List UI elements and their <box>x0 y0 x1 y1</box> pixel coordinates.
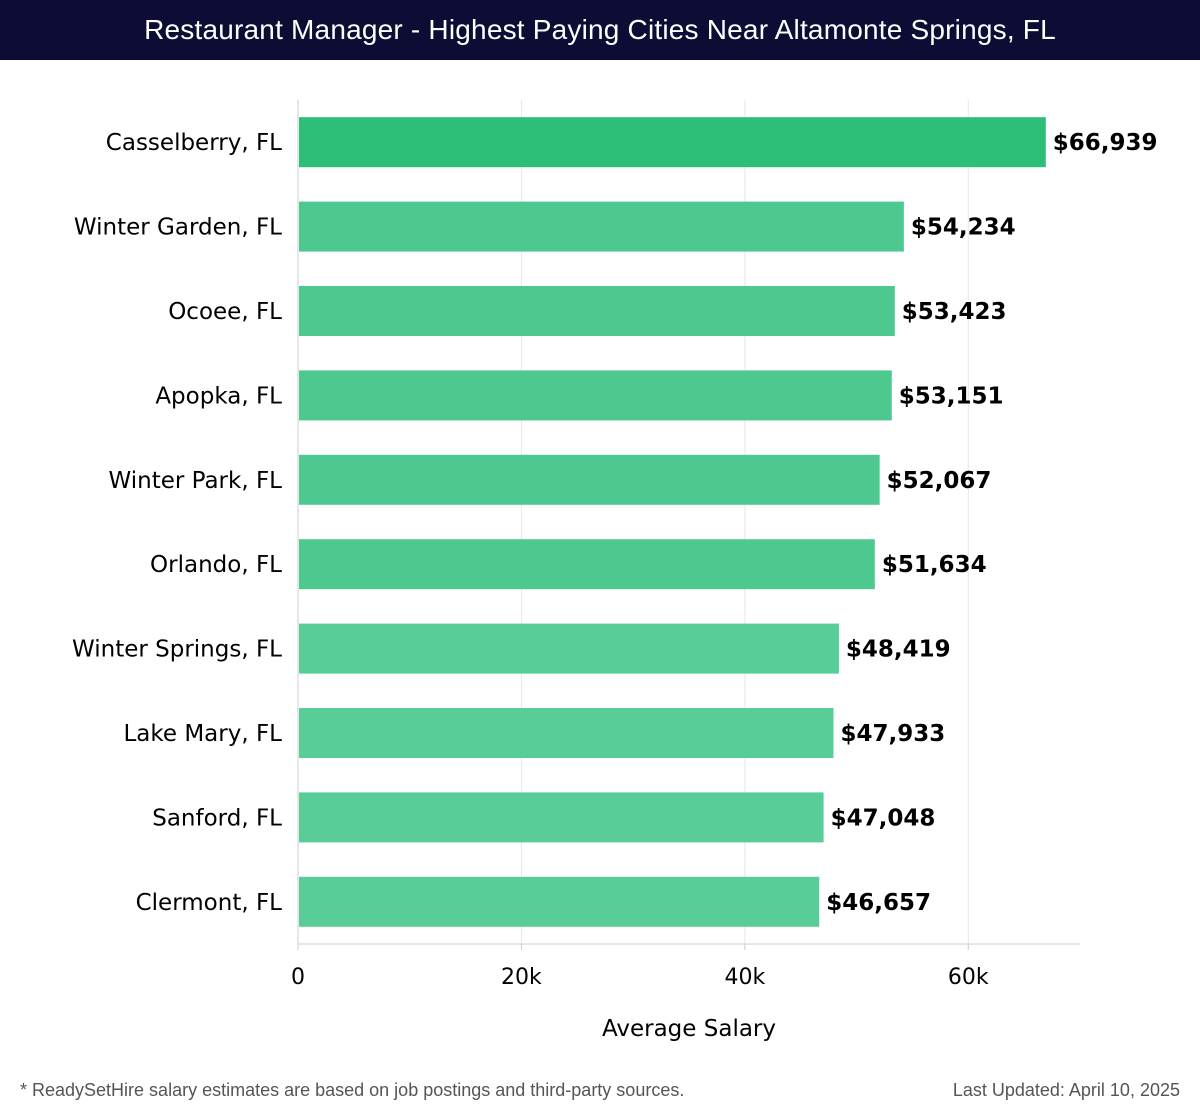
bar <box>299 454 880 505</box>
last-updated: Last Updated: April 10, 2025 <box>952 1080 1180 1100</box>
category-label: Sanford, FL <box>152 805 282 831</box>
bar <box>299 117 1046 168</box>
value-label: $48,419 <box>846 637 951 663</box>
chart-title: Restaurant Manager - Highest Paying Citi… <box>0 0 1200 60</box>
bar <box>299 286 895 336</box>
footnote: * ReadySetHire salary estimates are base… <box>20 1080 685 1100</box>
category-label: Orlando, FL <box>150 552 282 578</box>
x-tick-label: 40k <box>724 965 765 990</box>
bar <box>299 370 892 421</box>
category-label: Winter Springs, FL <box>72 637 282 663</box>
x-tick-label: 0 <box>291 965 305 990</box>
value-label: $66,939 <box>1053 130 1158 156</box>
value-label: $53,423 <box>902 299 1007 325</box>
salary-bar-chart: 0 20k 40k 60k Casselberry, FL $66,939 Winter G… <box>72 100 1158 1042</box>
category-label: Lake Mary, FL <box>123 721 282 747</box>
bar <box>299 539 875 590</box>
bar <box>299 623 839 674</box>
x-tick-label: 60k <box>948 965 989 990</box>
bar <box>299 708 834 758</box>
bar <box>299 876 820 927</box>
value-label: $51,634 <box>882 552 987 578</box>
x-tick-label: 20k <box>501 965 542 990</box>
value-label: $52,067 <box>887 468 992 494</box>
value-label: $47,048 <box>831 805 936 831</box>
category-label: Winter Garden, FL <box>74 215 282 241</box>
bar <box>299 201 904 252</box>
category-label: Ocoee, FL <box>168 299 282 325</box>
category-label: Apopka, FL <box>155 383 282 409</box>
value-label: $46,657 <box>826 890 931 916</box>
category-label: Winter Park, FL <box>108 468 282 494</box>
value-label: $47,933 <box>840 721 945 747</box>
category-label: Casselberry, FL <box>106 130 282 156</box>
value-label: $53,151 <box>899 383 1004 409</box>
chart-title-text: Restaurant Manager - Highest Paying Citi… <box>144 14 1056 45</box>
bar <box>299 792 824 843</box>
x-axis-title: Average Salary <box>602 1016 776 1042</box>
category-label: Clermont, FL <box>136 890 283 916</box>
value-label: $54,234 <box>911 215 1016 241</box>
